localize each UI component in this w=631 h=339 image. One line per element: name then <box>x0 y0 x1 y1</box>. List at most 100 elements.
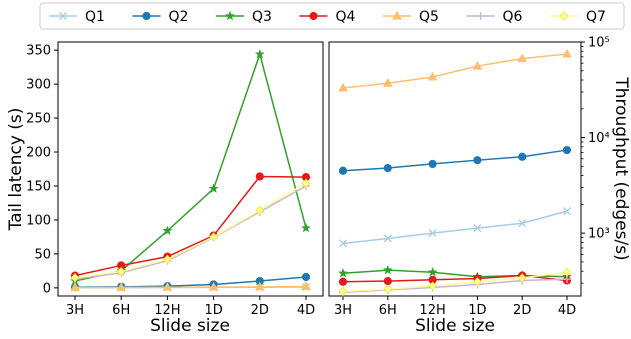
throughput-data-point <box>517 53 528 63</box>
throughput-ytick-label: 10⁵ <box>588 36 610 51</box>
legend-marker <box>309 11 318 21</box>
latency-ylabel: Tail latency (s) <box>6 108 26 232</box>
legend-item-q3: Q3 <box>216 9 272 25</box>
latency-series-line <box>74 175 307 277</box>
legend-item-q2: Q2 <box>132 9 189 25</box>
legend-label: Q6 <box>503 9 523 25</box>
latency-data-point <box>209 232 218 242</box>
legend-item-q7: Q7 <box>550 9 606 25</box>
throughput-series-q6 <box>339 275 571 297</box>
latency-data-point <box>254 281 265 291</box>
throughput-xtick-label: 4D <box>558 303 576 318</box>
throughput-ytick-label: 10⁴ <box>588 131 610 146</box>
throughput-series-line <box>342 271 568 293</box>
legend-label: Q1 <box>85 9 105 25</box>
throughput-series-q2 <box>338 145 572 175</box>
throughput-data-point <box>473 277 482 287</box>
legend-marker <box>224 10 236 21</box>
latency-ytick-label: 150 <box>26 179 51 194</box>
legend-item-q4: Q4 <box>299 9 356 25</box>
throughput-data-point <box>518 219 527 228</box>
throughput-series-q5 <box>338 48 572 92</box>
throughput-data-point <box>428 281 437 291</box>
latency-xtick-label: 6H <box>112 303 130 318</box>
latency-series-q4 <box>70 172 311 280</box>
latency-series-line <box>74 276 307 288</box>
latency-data-point <box>70 282 80 292</box>
latency-data-point <box>301 281 311 290</box>
throughput-series-line <box>342 149 568 172</box>
throughput-series-line <box>342 53 568 89</box>
legend: Q1 Q2 Q3 Q4 Q5 Q6 Q7 <box>39 2 625 30</box>
latency-data-point <box>255 205 265 216</box>
throughput-data-point <box>562 145 572 155</box>
latency-data-point <box>162 225 173 236</box>
legend-marker <box>59 12 67 20</box>
throughput-data-point <box>383 234 392 243</box>
throughput-ytick-label: 10³ <box>588 227 610 242</box>
latency-xtick-label: 3H <box>66 303 84 318</box>
throughput-data-point <box>337 267 349 278</box>
latency-panel: 3H 6H 12H 1D 2D 4D 0 50 100 150 200 250 300 350 Slide… <box>6 41 324 336</box>
legend-label: Q7 <box>586 9 606 25</box>
throughput-data-point <box>473 224 482 233</box>
latency-data-point <box>162 282 173 291</box>
latency-data-point <box>70 273 80 283</box>
throughput-data-point <box>517 273 527 283</box>
throughput-data-point <box>339 239 347 248</box>
throughput-data-point <box>338 166 348 175</box>
latency-plot-frame <box>57 41 324 297</box>
throughput-panel: 3H 6H 12H 1D 2D 4D 10³ 10⁴ 10⁵ Slide size Throug… <box>328 36 631 336</box>
legend-marker <box>559 11 569 21</box>
throughput-xtick-label: 12H <box>419 303 445 318</box>
throughput-data-point <box>383 284 393 294</box>
latency-ytick-label: 200 <box>26 146 51 161</box>
latency-series-line <box>74 285 307 289</box>
legend-label: Q3 <box>252 9 272 25</box>
throughput-series-q1 <box>339 207 571 248</box>
throughput-series-q3 <box>337 264 573 282</box>
latency-data-point <box>300 222 312 233</box>
throughput-series-line <box>342 278 568 294</box>
legend-item-q1: Q1 <box>49 9 105 25</box>
throughput-ylabel: Throughput (edges/s) <box>611 76 631 260</box>
throughput-data-point <box>338 277 348 286</box>
throughput-data-point <box>382 264 393 275</box>
latency-data-point <box>116 266 126 277</box>
throughput-data-point <box>562 267 572 277</box>
legend-marker <box>142 11 151 21</box>
throughput-series-line <box>342 210 568 245</box>
throughput-xtick-label: 6H <box>379 303 397 318</box>
throughput-data-point <box>383 163 392 173</box>
throughput-series-line <box>342 269 568 278</box>
legend-label: Q4 <box>336 9 356 25</box>
latency-xtick-label: 1D <box>204 303 222 318</box>
latency-xtick-label: 12H <box>154 303 180 318</box>
latency-series-line <box>74 185 307 280</box>
latency-xtick-label: 2D <box>251 303 269 318</box>
latency-ytick-label: 300 <box>26 78 51 93</box>
latency-data-point <box>208 281 219 291</box>
latency-series-q5 <box>70 281 311 292</box>
latency-ytick-label: 250 <box>26 112 51 127</box>
legend-marker <box>476 12 485 20</box>
latency-xtick-label: 4D <box>297 303 315 318</box>
throughput-data-point <box>427 71 438 81</box>
throughput-series-q7 <box>338 267 572 297</box>
latency-xlabel: Slide size <box>150 316 230 336</box>
throughput-data-point <box>382 78 393 87</box>
legend-label: Q2 <box>169 9 189 25</box>
latency-ytick-label: 0 <box>43 281 51 296</box>
throughput-data-point <box>428 159 437 169</box>
latency-data-point <box>254 48 265 59</box>
throughput-xtick-label: 1D <box>468 303 486 318</box>
throughput-data-point <box>338 286 348 297</box>
throughput-data-point <box>472 60 483 70</box>
throughput-xtick-label: 2D <box>513 303 531 318</box>
legend-item-q5: Q5 <box>383 9 439 25</box>
latency-ytick-label: 100 <box>26 213 51 228</box>
latency-ytick-label: 50 <box>34 247 51 262</box>
latency-data-point <box>208 183 219 194</box>
latency-data-point <box>301 272 311 282</box>
